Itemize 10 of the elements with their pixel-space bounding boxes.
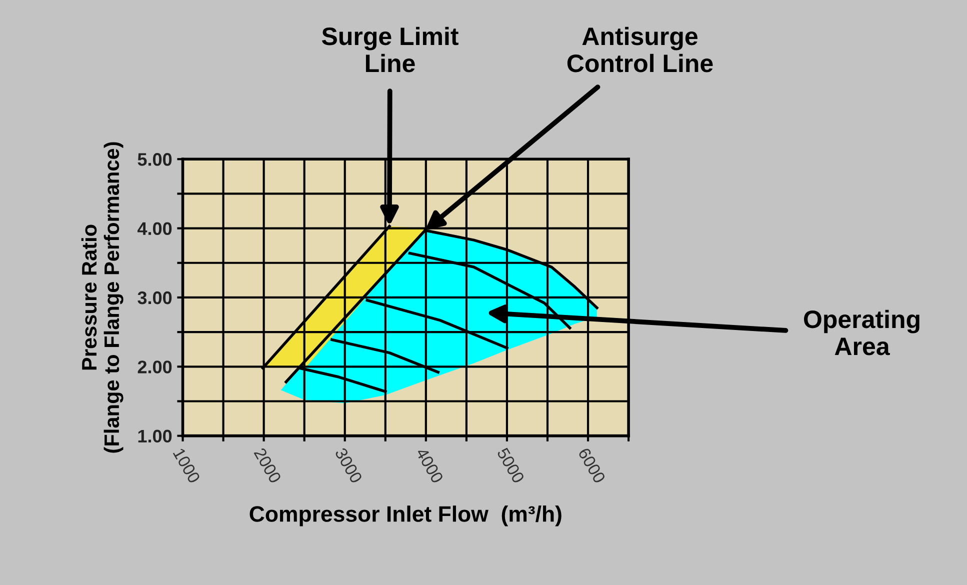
y-tick-label: 1.00 <box>138 430 172 443</box>
y-tick-label: 5.00 <box>138 153 172 166</box>
annotation: Antisurge Control Line <box>567 26 713 72</box>
y-tick-label: 2.00 <box>138 360 172 374</box>
y-tick-label: 3.00 <box>138 291 172 304</box>
x-axis-title: Compressor Inlet Flow (m³/h) <box>250 506 562 526</box>
text: Operating Area <box>804 310 920 356</box>
y-tick-label: 4.00 <box>137 222 172 236</box>
annotation: Surge Limit Line <box>322 26 458 72</box>
y-axis-title: Pressure Ratio (Flange to Flange Performance) <box>81 142 124 453</box>
